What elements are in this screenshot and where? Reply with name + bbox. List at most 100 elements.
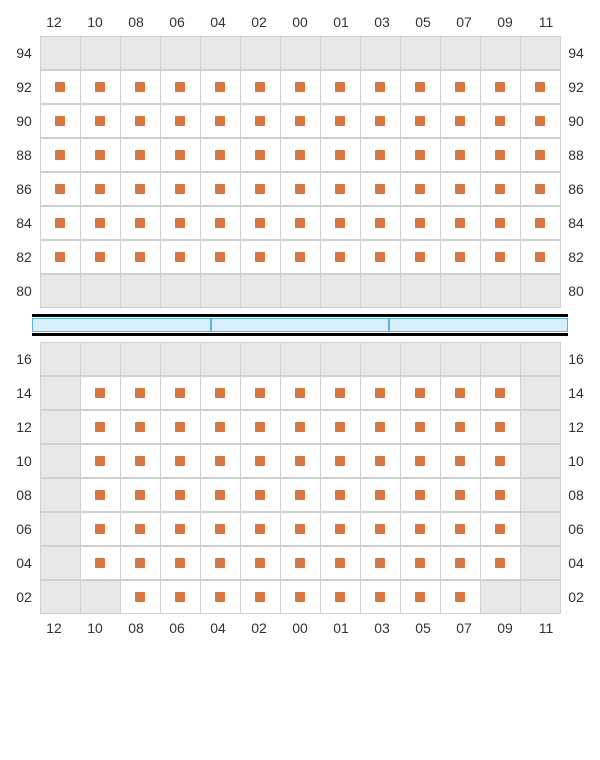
seat-cell[interactable] xyxy=(400,104,441,138)
seat-cell[interactable] xyxy=(200,546,241,580)
seat-cell[interactable] xyxy=(400,240,441,274)
seat-cell[interactable] xyxy=(320,376,361,410)
seat-cell[interactable] xyxy=(280,172,321,206)
seat-cell[interactable] xyxy=(320,206,361,240)
seat-cell[interactable] xyxy=(320,410,361,444)
seat-cell[interactable] xyxy=(40,206,81,240)
seat-cell[interactable] xyxy=(200,376,241,410)
seat-cell[interactable] xyxy=(480,444,521,478)
seat-cell[interactable] xyxy=(160,546,201,580)
seat-cell[interactable] xyxy=(360,70,401,104)
seat-cell[interactable] xyxy=(320,138,361,172)
seat-cell[interactable] xyxy=(320,580,361,614)
seat-cell[interactable] xyxy=(280,376,321,410)
seat-cell[interactable] xyxy=(360,138,401,172)
seat-cell[interactable] xyxy=(280,410,321,444)
seat-cell[interactable] xyxy=(360,512,401,546)
seat-cell[interactable] xyxy=(120,444,161,478)
seat-cell[interactable] xyxy=(440,580,481,614)
seat-cell[interactable] xyxy=(400,70,441,104)
seat-cell[interactable] xyxy=(360,172,401,206)
seat-cell[interactable] xyxy=(120,172,161,206)
seat-cell[interactable] xyxy=(520,240,561,274)
seat-cell[interactable] xyxy=(200,104,241,138)
seat-cell[interactable] xyxy=(480,172,521,206)
seat-cell[interactable] xyxy=(360,240,401,274)
seat-cell[interactable] xyxy=(160,512,201,546)
seat-cell[interactable] xyxy=(440,376,481,410)
seat-cell[interactable] xyxy=(120,240,161,274)
seat-cell[interactable] xyxy=(120,546,161,580)
seat-cell[interactable] xyxy=(120,138,161,172)
seat-cell[interactable] xyxy=(440,512,481,546)
seat-cell[interactable] xyxy=(120,104,161,138)
seat-cell[interactable] xyxy=(360,444,401,478)
seat-cell[interactable] xyxy=(240,376,281,410)
seat-cell[interactable] xyxy=(160,444,201,478)
seat-cell[interactable] xyxy=(120,580,161,614)
seat-cell[interactable] xyxy=(80,172,121,206)
seat-cell[interactable] xyxy=(120,410,161,444)
seat-cell[interactable] xyxy=(320,478,361,512)
seat-cell[interactable] xyxy=(480,376,521,410)
seat-cell[interactable] xyxy=(400,376,441,410)
seat-cell[interactable] xyxy=(440,478,481,512)
seat-cell[interactable] xyxy=(480,546,521,580)
seat-cell[interactable] xyxy=(480,70,521,104)
seat-cell[interactable] xyxy=(80,138,121,172)
seat-cell[interactable] xyxy=(200,410,241,444)
seat-cell[interactable] xyxy=(280,104,321,138)
seat-cell[interactable] xyxy=(480,240,521,274)
seat-cell[interactable] xyxy=(400,206,441,240)
seat-cell[interactable] xyxy=(160,138,201,172)
seat-cell[interactable] xyxy=(40,70,81,104)
seat-cell[interactable] xyxy=(400,478,441,512)
seat-cell[interactable] xyxy=(160,580,201,614)
seat-cell[interactable] xyxy=(520,104,561,138)
seat-cell[interactable] xyxy=(280,580,321,614)
seat-cell[interactable] xyxy=(280,444,321,478)
seat-cell[interactable] xyxy=(240,546,281,580)
seat-cell[interactable] xyxy=(120,70,161,104)
seat-cell[interactable] xyxy=(320,172,361,206)
seat-cell[interactable] xyxy=(360,104,401,138)
seat-cell[interactable] xyxy=(520,206,561,240)
seat-cell[interactable] xyxy=(240,104,281,138)
seat-cell[interactable] xyxy=(400,172,441,206)
seat-cell[interactable] xyxy=(160,376,201,410)
seat-cell[interactable] xyxy=(320,240,361,274)
seat-cell[interactable] xyxy=(320,70,361,104)
seat-cell[interactable] xyxy=(440,240,481,274)
seat-cell[interactable] xyxy=(280,240,321,274)
seat-cell[interactable] xyxy=(240,410,281,444)
seat-cell[interactable] xyxy=(80,70,121,104)
seat-cell[interactable] xyxy=(240,580,281,614)
seat-cell[interactable] xyxy=(240,138,281,172)
seat-cell[interactable] xyxy=(80,512,121,546)
seat-cell[interactable] xyxy=(120,376,161,410)
seat-cell[interactable] xyxy=(480,104,521,138)
seat-cell[interactable] xyxy=(480,206,521,240)
seat-cell[interactable] xyxy=(360,478,401,512)
seat-cell[interactable] xyxy=(240,478,281,512)
seat-cell[interactable] xyxy=(280,138,321,172)
seat-cell[interactable] xyxy=(200,478,241,512)
seat-cell[interactable] xyxy=(360,206,401,240)
seat-cell[interactable] xyxy=(200,240,241,274)
seat-cell[interactable] xyxy=(120,206,161,240)
seat-cell[interactable] xyxy=(440,138,481,172)
seat-cell[interactable] xyxy=(160,240,201,274)
seat-cell[interactable] xyxy=(520,70,561,104)
seat-cell[interactable] xyxy=(200,580,241,614)
seat-cell[interactable] xyxy=(160,206,201,240)
seat-cell[interactable] xyxy=(80,546,121,580)
seat-cell[interactable] xyxy=(480,138,521,172)
seat-cell[interactable] xyxy=(520,138,561,172)
seat-cell[interactable] xyxy=(400,444,441,478)
seat-cell[interactable] xyxy=(240,206,281,240)
seat-cell[interactable] xyxy=(200,512,241,546)
seat-cell[interactable] xyxy=(440,104,481,138)
seat-cell[interactable] xyxy=(440,172,481,206)
seat-cell[interactable] xyxy=(40,240,81,274)
seat-cell[interactable] xyxy=(200,70,241,104)
